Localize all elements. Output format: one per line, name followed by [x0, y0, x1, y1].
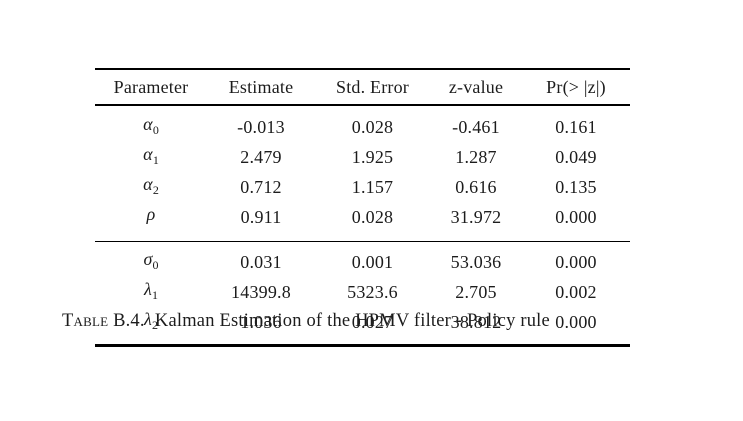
- std-error-cell: 0.028: [351, 117, 394, 137]
- z-value-cell: 53.036: [450, 252, 502, 272]
- estimate-cell: 1.036: [240, 312, 282, 332]
- col-header-z-value: z-value: [430, 69, 522, 106]
- greek-symbol: λ: [144, 279, 152, 299]
- param-cell: λ1: [95, 277, 207, 307]
- z-value-cell: 38.812: [450, 312, 502, 332]
- col-header-pr: Pr(> |z|): [522, 69, 630, 106]
- col-header-parameter: Parameter: [95, 69, 207, 106]
- greek-subscript: 0: [152, 123, 159, 137]
- greek-symbol: α: [143, 114, 153, 134]
- std-error-cell: 5323.6: [347, 282, 398, 302]
- table-row: λ2 1.036 0.027 38.812 0.000: [95, 307, 630, 346]
- greek-symbol: λ: [144, 309, 152, 329]
- table-caption: Table B.4. Kalman Estimation of the HPMV …: [62, 311, 702, 332]
- pr-cell: 0.000: [522, 202, 630, 242]
- param-cell: α2: [95, 172, 207, 202]
- std-error-cell: 0.028: [315, 202, 430, 242]
- greek-subscript: 2: [152, 183, 159, 197]
- z-value-cell: 0.616: [455, 177, 497, 197]
- pr-cell: 0.135: [555, 177, 597, 197]
- table-row: α0 -0.013 0.028 -0.461 0.161: [95, 105, 630, 142]
- greek-subscript: 0: [152, 258, 159, 272]
- param-cell: λ2: [95, 307, 207, 346]
- header-row: Parameter Estimate Std. Error z-value Pr…: [95, 69, 630, 106]
- table-row: α2 0.712 1.157 0.616 0.135: [95, 172, 630, 202]
- col-header-estimate: Estimate: [207, 69, 315, 106]
- estimate-cell: 0.031: [240, 252, 282, 272]
- col-header-std-error: Std. Error: [315, 69, 430, 106]
- greek-symbol: ρ: [146, 204, 156, 224]
- table-row: ρ 0.911 0.028 31.972 0.000: [95, 202, 630, 242]
- greek-subscript: 1: [152, 288, 158, 302]
- table-group-2: σ0 0.031 0.001 53.036 0.000 λ1 14399.8 5…: [95, 242, 630, 346]
- greek-subscript: 1: [152, 153, 159, 167]
- z-value-cell: 31.972: [430, 202, 522, 242]
- std-error-cell: 1.925: [351, 147, 394, 167]
- caption-text: Kalman Estimation of the HPMV filter - P…: [154, 311, 550, 331]
- greek-symbol: α: [143, 174, 153, 194]
- pr-cell: 0.000: [555, 252, 597, 272]
- std-error-cell: 0.027: [351, 312, 394, 332]
- estimate-cell: 0.911: [207, 202, 315, 242]
- greek-symbol: σ: [143, 249, 153, 269]
- table-group-1: α0 -0.013 0.028 -0.461 0.161 α1 2.479 1.…: [95, 105, 630, 242]
- std-error-cell: 1.157: [351, 177, 394, 197]
- pr-cell: 0.049: [555, 147, 597, 167]
- std-error-cell: 0.001: [351, 252, 394, 272]
- table-row: α1 2.479 1.925 1.287 0.049: [95, 142, 630, 172]
- table-row: σ0 0.031 0.001 53.036 0.000: [95, 242, 630, 278]
- estimate-cell: 14399.8: [231, 282, 291, 302]
- greek-symbol: α: [143, 144, 153, 164]
- greek-subscript: 2: [152, 318, 158, 332]
- estimation-table-block: Parameter Estimate Std. Error z-value Pr…: [95, 68, 630, 347]
- estimate-cell: -0.013: [237, 117, 285, 137]
- table-row: λ1 14399.8 5323.6 2.705 0.002: [95, 277, 630, 307]
- kalman-estimation-table: Parameter Estimate Std. Error z-value Pr…: [95, 68, 630, 347]
- pr-cell: 0.000: [555, 312, 597, 332]
- param-cell: α0: [95, 105, 207, 142]
- estimate-cell: 0.712: [240, 177, 282, 197]
- z-value-cell: 1.287: [455, 147, 497, 167]
- param-cell: ρ: [95, 202, 207, 242]
- z-value-cell: 2.705: [455, 282, 497, 302]
- param-cell: α1: [95, 142, 207, 172]
- caption-label: Table B.4.: [62, 311, 145, 331]
- pr-cell: 0.002: [555, 282, 597, 302]
- z-value-cell: -0.461: [452, 117, 500, 137]
- param-cell: σ0: [95, 242, 207, 278]
- estimate-cell: 2.479: [240, 147, 282, 167]
- pr-cell: 0.161: [555, 117, 597, 137]
